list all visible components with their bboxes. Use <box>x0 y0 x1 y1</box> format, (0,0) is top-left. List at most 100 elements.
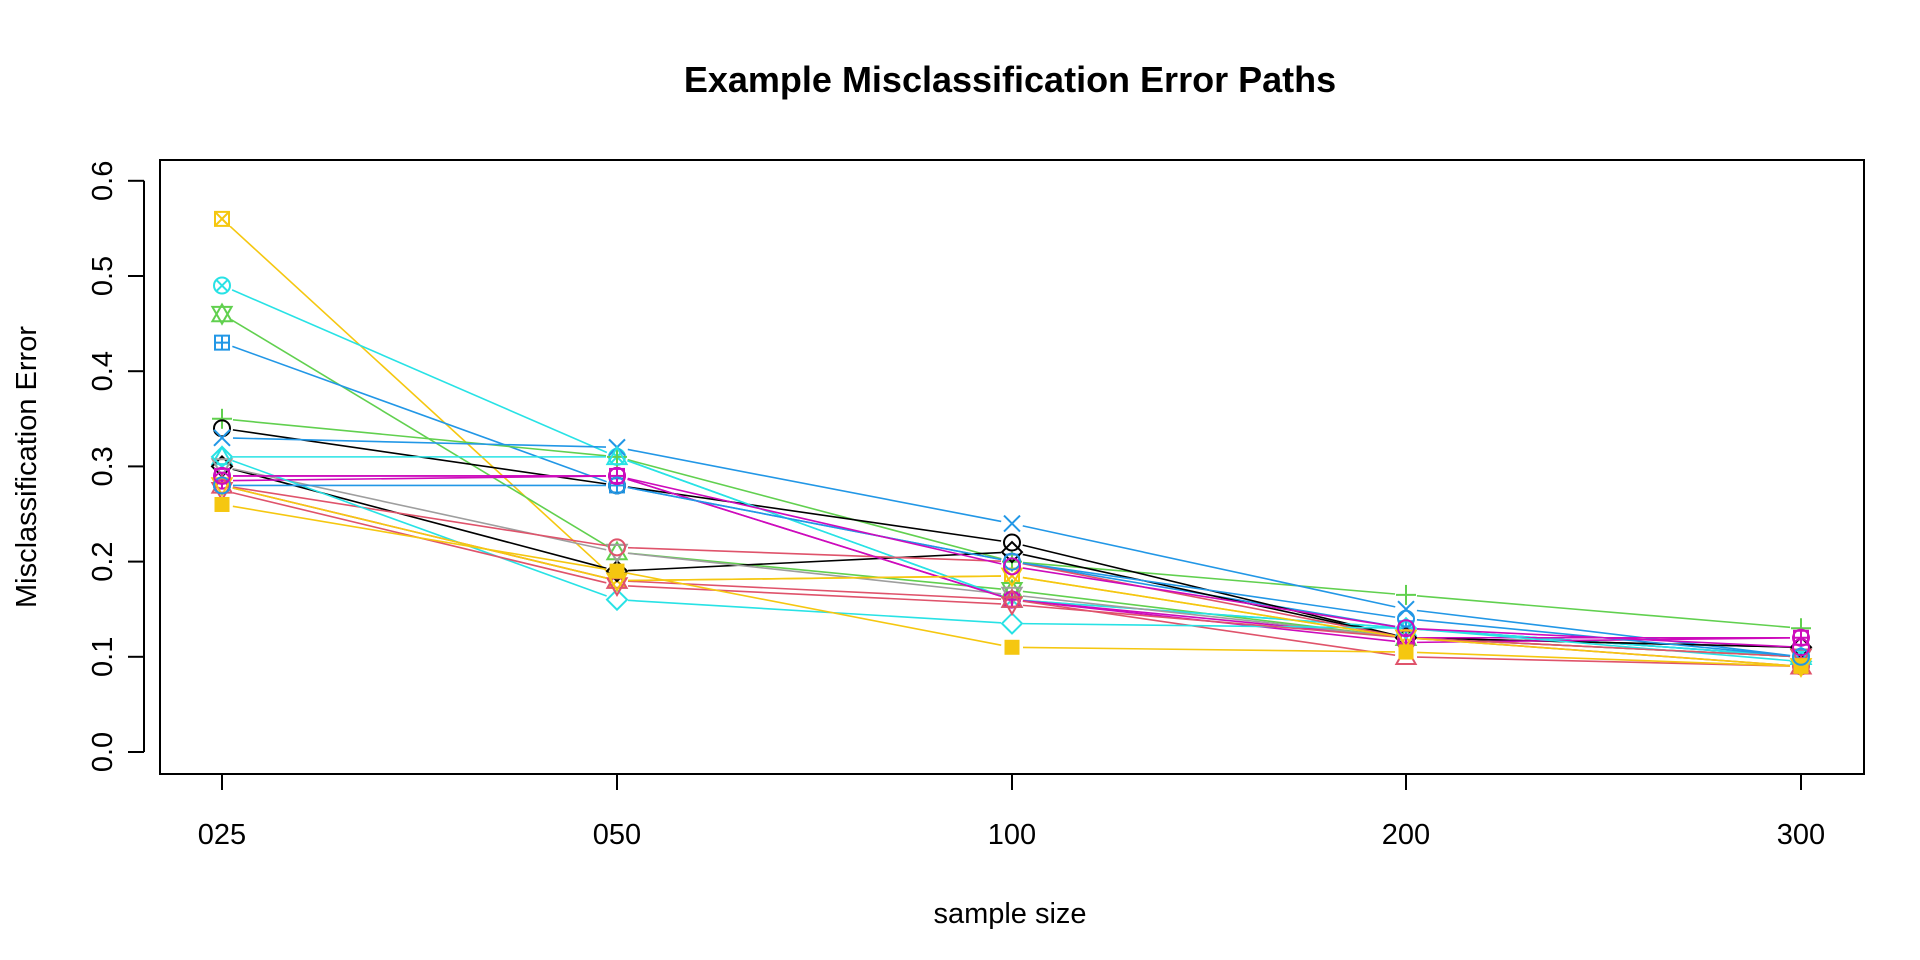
series-segment <box>627 486 1002 542</box>
y-axis-label: Misclassification Error <box>11 326 43 608</box>
data-point <box>1396 584 1416 605</box>
series-segment <box>232 459 607 597</box>
series-segment <box>627 448 1002 523</box>
series-segment <box>1416 637 1791 648</box>
data-point <box>1792 647 1810 666</box>
data-point <box>1397 609 1415 628</box>
series-segment <box>232 487 607 579</box>
data-point <box>605 445 629 466</box>
data-point <box>605 569 629 589</box>
series-segment <box>627 486 1002 561</box>
series-segment <box>231 289 608 454</box>
series-segment <box>232 475 607 482</box>
y-tick-label: 0.2 <box>87 541 119 581</box>
data-point <box>213 476 231 495</box>
series-segment <box>627 546 1002 563</box>
data-point <box>1003 514 1021 533</box>
data-point <box>212 408 232 429</box>
series-segment <box>232 505 607 571</box>
series-20 <box>213 466 1810 657</box>
series-segment <box>1022 553 1396 637</box>
series-segment <box>1022 599 1396 638</box>
y-axis: 0.0 0.1 0.2 0.3 0.4 0.5 0.6 <box>87 161 145 772</box>
x-tick-label: 025 <box>198 819 246 851</box>
series-layer <box>210 210 1813 678</box>
x-tick-label: 100 <box>988 819 1036 851</box>
series-17 <box>210 477 1813 678</box>
series-segment <box>627 585 1002 605</box>
series-segment <box>1416 609 1791 657</box>
series-segment <box>1022 567 1396 628</box>
x-axis: 025 050 100 200 300 <box>198 773 1825 851</box>
y-tick-label: 0.3 <box>87 446 119 486</box>
series-segment <box>627 477 1002 565</box>
series-segment <box>627 552 1002 590</box>
y-tick-label: 0.1 <box>87 637 119 677</box>
x-tick-label: 200 <box>1382 819 1430 851</box>
series-15 <box>210 445 1813 673</box>
data-point <box>1000 612 1024 635</box>
series-segment <box>1022 525 1396 608</box>
data-point <box>1000 596 1024 617</box>
data-point <box>1004 639 1020 655</box>
data-point <box>214 334 230 351</box>
series-segment <box>1022 576 1396 637</box>
series-segment <box>1416 651 1791 667</box>
data-point <box>1003 533 1021 552</box>
data-point <box>1792 628 1810 647</box>
data-point <box>214 210 230 227</box>
y-tick-label: 0.5 <box>87 256 119 296</box>
series-segment <box>1022 562 1396 618</box>
data-point <box>1000 586 1024 607</box>
data-point <box>210 445 234 469</box>
series-segment <box>232 419 607 457</box>
data-point <box>210 445 234 466</box>
series-6 <box>213 419 1810 657</box>
data-point <box>1397 600 1415 618</box>
data-point <box>1394 629 1418 650</box>
series-segment <box>627 572 1002 646</box>
series-segment <box>627 458 1002 560</box>
data-point <box>1003 557 1021 576</box>
data-point <box>1003 552 1021 571</box>
chart-title: Example Misclassification Error Paths <box>684 59 1336 100</box>
plot-frame <box>159 159 1865 775</box>
data-point <box>1000 540 1024 564</box>
y-tick-label: 0.0 <box>87 732 119 772</box>
x-tick-label: 300 <box>1777 819 1825 851</box>
data-point <box>213 429 231 447</box>
series-segment <box>1416 595 1791 629</box>
series-segment <box>627 575 1002 582</box>
series-segment <box>1022 646 1396 653</box>
data-point <box>608 466 626 485</box>
series-7 <box>213 429 1810 666</box>
data-point <box>605 588 629 612</box>
data-point <box>210 458 234 479</box>
series-segment <box>232 486 607 547</box>
series-segment <box>1416 637 1791 658</box>
series-segment <box>1022 622 1396 629</box>
series-segment <box>231 319 608 548</box>
data-point <box>1398 644 1414 660</box>
series-segment <box>1022 595 1396 638</box>
series-segment <box>1022 604 1396 638</box>
series-18 <box>214 496 1809 674</box>
series-segment <box>1416 637 1791 667</box>
series-segment <box>1416 627 1791 648</box>
data-point <box>214 496 230 512</box>
data-point <box>213 419 231 438</box>
y-tick-label: 0.4 <box>87 351 119 391</box>
series-segment <box>627 459 1002 597</box>
data-point <box>213 276 231 295</box>
data-point <box>609 563 625 579</box>
series-segment <box>1416 628 1791 662</box>
series-segment <box>627 580 1002 600</box>
series-segment <box>229 225 610 574</box>
y-tick-label: 0.6 <box>87 161 119 201</box>
series-segment <box>232 345 607 483</box>
series-segment <box>1416 656 1791 667</box>
data-point <box>1397 619 1415 638</box>
data-point <box>213 466 231 485</box>
data-point <box>608 476 626 495</box>
